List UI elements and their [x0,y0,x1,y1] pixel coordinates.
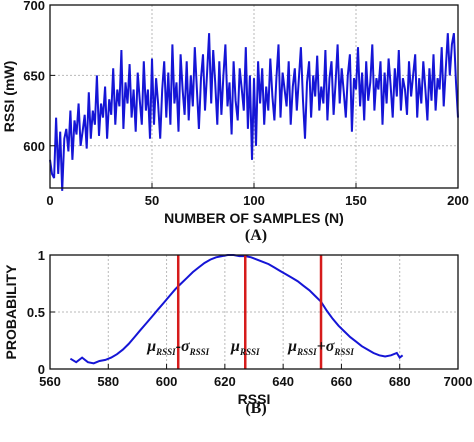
panel-a: 0 50 100 150 200 600 650 700 NUMBER OF SAMPLES… [1,0,469,244]
y-tick-label: 600 [23,139,45,154]
reference-label-label-main: μ [287,338,297,355]
panel-a-x-axis-label: NUMBER OF SAMPLES (N) [164,210,344,226]
x-tick-label: 680 [389,374,411,389]
panel-a-x-ticks: 0 50 100 150 200 [46,183,469,208]
x-tick-label: 580 [97,374,119,389]
reference-label-label-sub: RSSI [239,347,260,357]
x-tick-label: 0 [46,193,53,208]
reference-line-label-3: μRSSI+σRSSI [287,338,354,357]
panel-a-rssi-series-line [49,33,459,191]
panel-b-x-ticks: 560 580 600 620 640 660 680 7000 [39,364,472,389]
y-tick-label: 1 [38,248,45,263]
x-tick-label: 150 [345,193,367,208]
x-tick-label: 200 [447,193,469,208]
reference-line-label-1: μRSSI-σRSSI [146,338,209,357]
x-tick-label: 560 [39,374,61,389]
y-tick-label: 0 [38,362,45,377]
x-tick-label: 620 [214,374,236,389]
reference-label-label-main2: σ [326,338,335,355]
y-tick-label: 700 [23,0,45,13]
panel-a-caption: (A) [245,227,267,244]
reference-label-label-sub: RSSI [296,347,317,357]
panel-b-y-ticks: 00.51 [27,248,55,377]
panel-b-probability-curve [69,254,404,365]
panel-b-reference-lines [176,255,323,369]
panel-b-y-axis-label: PROBABILITY [3,264,19,360]
y-tick-label: 0.5 [27,305,45,320]
reference-label-label-sub: RSSI [155,347,176,357]
x-tick-label: 600 [156,374,178,389]
x-tick-label: 640 [272,374,294,389]
reference-label-label-main: μ [230,338,240,355]
reference-label-label-op: + [317,338,326,355]
reference-label-label-main2: σ [181,338,190,355]
panel-a-y-ticks: 600 650 700 [23,0,55,154]
reference-label-label-op: - [176,338,181,355]
panel-b-x-axis-label: RSSI [238,391,271,407]
reference-label-label-sub2: RSSI [333,347,354,357]
panel-b-grid [50,255,458,369]
reference-label-label-main: μ [146,338,156,355]
y-tick-label: 650 [23,68,45,83]
x-tick-label: 7000 [444,374,473,389]
x-tick-label: 100 [243,193,265,208]
panel-b-caption: (B) [245,400,266,417]
x-tick-label: 50 [145,193,159,208]
x-tick-label: 660 [331,374,353,389]
panel-b: 560 580 600 620 640 660 680 7000 00.51 μRSSI-σR… [3,248,472,417]
reference-label-label-sub2: RSSI [189,347,210,357]
reference-line-label-2: μRSSI [230,338,260,357]
panel-b-annotations: μRSSI-σRSSI μRSSI μRSSI+σRSSI [146,338,354,357]
panel-a-y-axis-label: RSSI (mW) [1,61,17,133]
